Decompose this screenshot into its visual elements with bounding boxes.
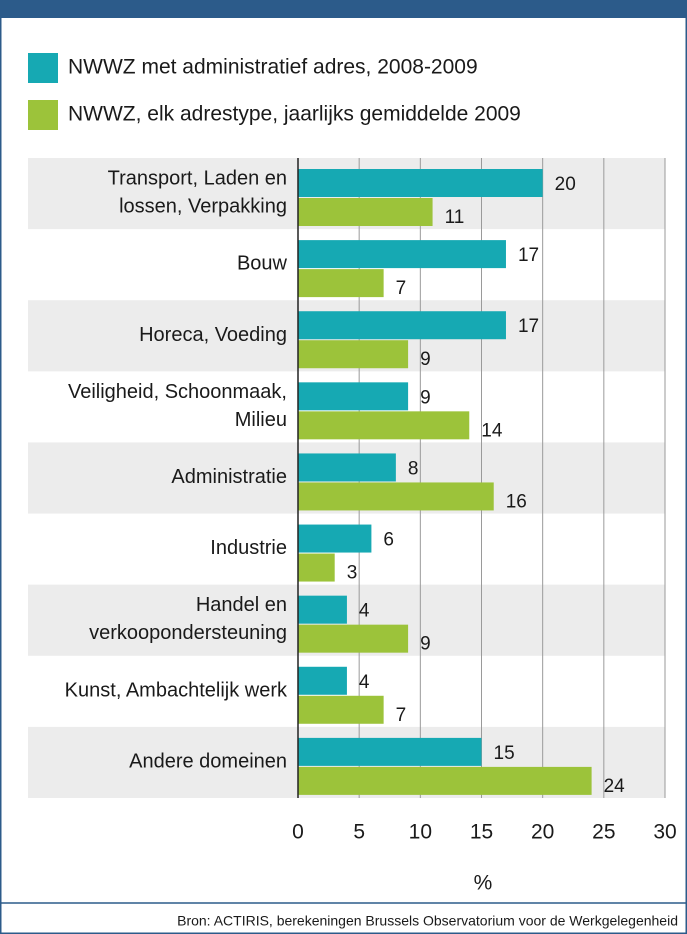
value-label: 15	[494, 743, 515, 764]
category-line: lossen, Verpakking	[119, 196, 287, 218]
legend-label: NWWZ met administratief adres, 2008-2009	[68, 56, 478, 79]
bar	[298, 169, 543, 197]
value-label: 4	[359, 601, 370, 622]
x-tick-label: 5	[353, 821, 365, 844]
value-label: 4	[359, 672, 370, 693]
x-tick-label: 30	[653, 821, 676, 844]
value-label: 7	[396, 278, 407, 299]
bar	[298, 666, 347, 695]
value-label: 7	[396, 705, 407, 726]
category-line: Kunst, Ambachtelijk werk	[65, 680, 288, 702]
bar	[298, 624, 409, 653]
bar	[298, 198, 433, 226]
source: Bron: ACTIRIS, berekeningen Brussels Obs…	[177, 913, 678, 929]
category-line: Veiligheid, Schoonmaak,	[68, 381, 287, 403]
legend-swatch	[28, 53, 58, 83]
category-line: Transport, Laden en	[108, 168, 287, 190]
value-label: 8	[408, 458, 419, 479]
value-label: 11	[445, 207, 465, 228]
value-label: 14	[481, 420, 503, 441]
category-label: Bouw	[237, 253, 288, 275]
category-label: Transport, Laden en lossen, Verpakking	[108, 168, 287, 218]
value-label: 3	[347, 563, 358, 584]
x-tick-label: 15	[470, 821, 493, 844]
x-axis-label: %	[474, 872, 493, 895]
category-line: Industrie	[210, 537, 287, 559]
category-label: Horeca, Voeding	[139, 324, 287, 346]
bar	[298, 695, 384, 724]
category-line: Andere domeinen	[129, 751, 287, 773]
bar	[298, 766, 592, 795]
category-line: Handel en	[196, 595, 287, 617]
value-label: 16	[506, 491, 527, 512]
category-line: Administratie	[171, 466, 287, 488]
bar	[298, 240, 506, 269]
bar	[298, 453, 396, 482]
x-tick-label: 10	[409, 821, 432, 844]
x-tick-label: 20	[531, 821, 554, 844]
x-tick-label: 0	[292, 821, 304, 844]
category-label: Handel en verkoopondersteuning	[89, 595, 287, 645]
value-label: 17	[518, 245, 539, 266]
bar	[298, 340, 409, 369]
category-label: Industrie	[210, 537, 287, 559]
bar	[298, 524, 372, 553]
bar	[298, 737, 482, 766]
value-label: 9	[420, 634, 431, 655]
value-label: 6	[383, 530, 394, 551]
value-label: 9	[420, 349, 431, 370]
bar	[298, 311, 506, 340]
value-label: 24	[604, 776, 626, 797]
category-label: Kunst, Ambachtelijk werk	[65, 680, 288, 702]
category-line: Milieu	[235, 409, 287, 431]
bar	[298, 595, 347, 624]
category-line: Bouw	[237, 253, 288, 275]
header-band	[0, 0, 687, 18]
value-label: 20	[555, 174, 576, 195]
category-line: Horeca, Voeding	[139, 324, 287, 346]
bar	[298, 411, 470, 440]
category-label: Administratie	[171, 466, 287, 488]
category-label: Veiligheid, Schoonmaak, Milieu	[68, 381, 287, 431]
legend-swatch	[28, 100, 58, 130]
category-line: verkoopondersteuning	[89, 623, 287, 645]
value-label: 17	[518, 316, 539, 337]
category-label: Andere domeinen	[129, 751, 287, 773]
value-label: 9	[420, 387, 431, 408]
bar	[298, 382, 409, 411]
x-tick-label: 25	[592, 821, 615, 844]
bar	[298, 269, 384, 298]
bar	[298, 553, 335, 582]
legend-label: NWWZ, elk adrestype, jaarlijks gemiddeld…	[68, 103, 521, 126]
bar	[298, 482, 494, 511]
